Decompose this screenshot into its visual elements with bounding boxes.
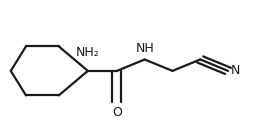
Text: N: N [231,64,240,77]
Text: NH₂: NH₂ [76,46,100,59]
Text: NH: NH [135,42,154,55]
Text: O: O [112,106,122,119]
